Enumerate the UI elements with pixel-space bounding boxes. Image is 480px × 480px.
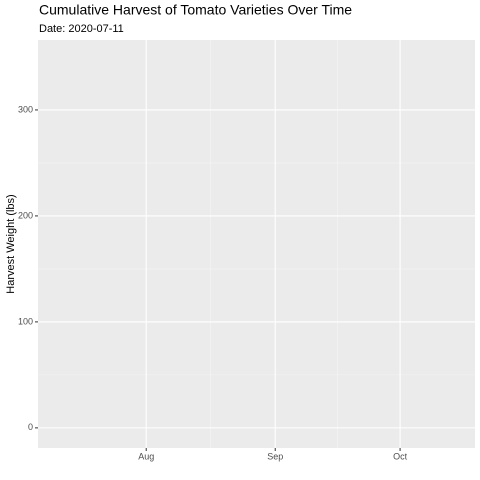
panel xyxy=(38,40,475,448)
y-tick-label: 0 xyxy=(28,422,33,432)
chart-title: Cumulative Harvest of Tomato Varieties O… xyxy=(39,2,352,18)
y-axis-label: Harvest Weight (lbs) xyxy=(5,194,17,293)
chart-subtitle: Date: 2020-07-11 xyxy=(39,23,124,35)
y-tick-label: 300 xyxy=(18,104,33,114)
x-tick-label: Aug xyxy=(138,451,154,461)
x-tick-label: Sep xyxy=(267,451,283,461)
y-tick-label: 200 xyxy=(18,210,33,220)
y-tick-label: 100 xyxy=(18,316,33,326)
x-tick-label: Oct xyxy=(393,451,408,461)
